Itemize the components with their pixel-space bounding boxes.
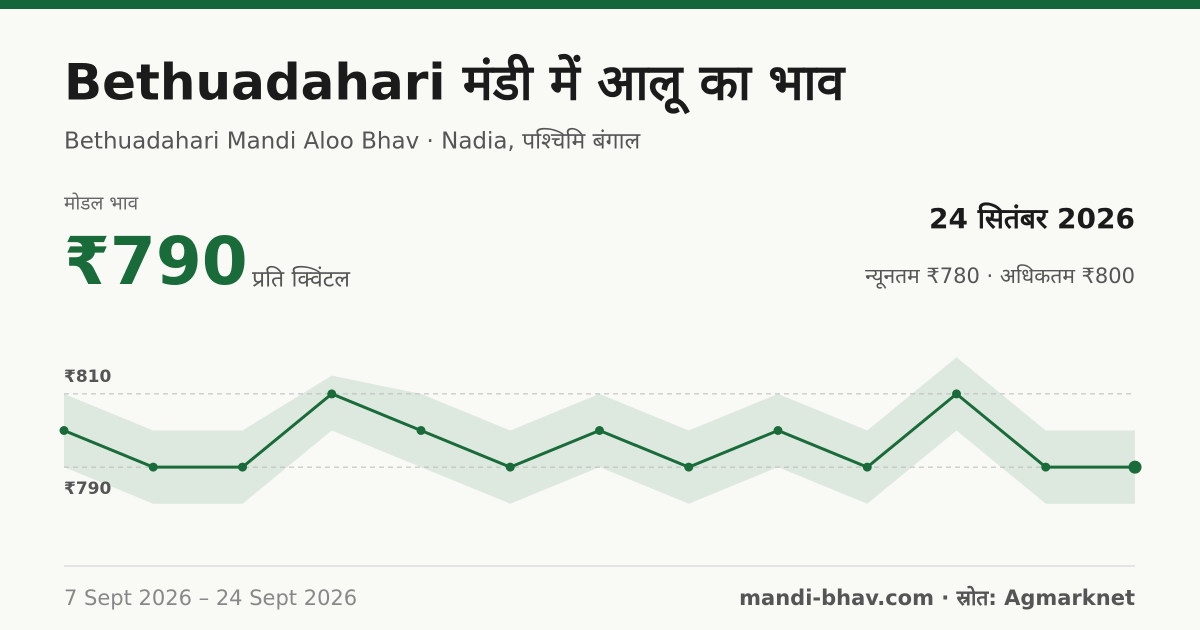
period: 7 Sept 2026 – 24 Sept 2026 <box>64 586 357 610</box>
title: Bethuadahari मंडी में आलू का भाव <box>64 54 847 115</box>
y-tick-label: ₹810 <box>64 367 111 387</box>
y-tick-label: ₹790 <box>64 479 111 499</box>
subtitle: Bethuadahari Mandi Aloo Bhav · Nadia, पश… <box>64 128 641 155</box>
data-point <box>59 426 69 435</box>
data-point <box>416 426 426 435</box>
modal-label: मोडल भाव <box>64 192 139 215</box>
modal-price: ₹790 <box>64 223 248 300</box>
date: 24 सितंबर 2026 <box>929 202 1135 235</box>
unit: प्रति क्विंटल <box>252 266 350 293</box>
data-point <box>327 389 337 399</box>
data-point <box>952 389 961 399</box>
chart: ₹790 ₹810 <box>59 357 1142 504</box>
source: mandi-bhav.com · स्रोत: Agmarknet <box>739 585 1135 610</box>
data-point <box>238 462 247 472</box>
data-point <box>505 462 515 472</box>
data-point <box>1128 460 1142 474</box>
data-point <box>684 462 694 472</box>
data-point <box>148 462 158 472</box>
price-range: न्यूनतम ₹780 · अधिकतम ₹800 <box>865 264 1135 289</box>
data-point <box>773 426 783 435</box>
top-bar <box>0 0 1200 9</box>
data-point <box>1041 462 1051 472</box>
data-point <box>862 462 872 472</box>
data-point <box>595 426 604 435</box>
